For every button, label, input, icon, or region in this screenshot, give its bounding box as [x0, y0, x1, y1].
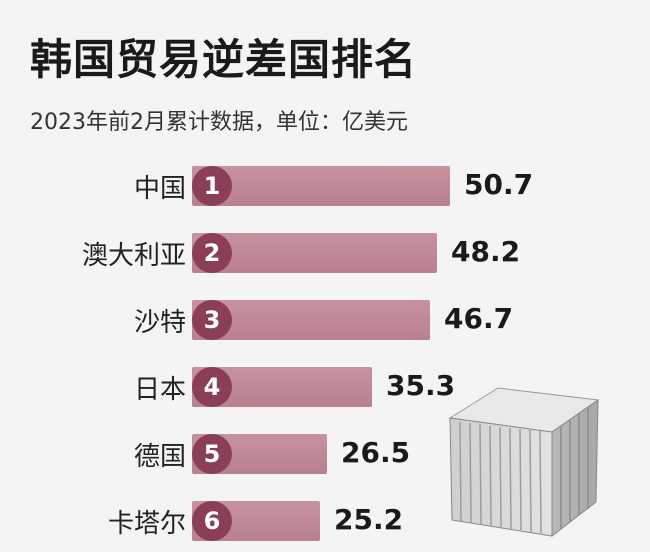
value-label: 46.7	[444, 302, 514, 335]
rank-badge: 4	[192, 367, 232, 407]
category-label: 日本	[133, 375, 186, 405]
rank-badge: 5	[192, 434, 232, 474]
rank-badge: 6	[192, 501, 232, 541]
value-label: 35.3	[386, 369, 456, 402]
value-label: 25.2	[334, 503, 404, 536]
chart-subtitle: 2023年前2月累计数据，单位：亿美元	[30, 110, 408, 135]
rank-badge: 2	[192, 233, 232, 273]
value-label: 26.5	[341, 436, 411, 469]
category-label: 德国	[133, 442, 186, 472]
shipping-container-icon	[448, 387, 600, 538]
bar	[192, 166, 450, 206]
category-label: 卡塔尔	[107, 509, 186, 539]
bar	[192, 233, 437, 273]
category-label: 中国	[133, 174, 186, 204]
chart-title: 韩国贸易逆差国排名	[30, 35, 418, 84]
value-label: 48.2	[451, 235, 521, 268]
rank-badge: 3	[192, 300, 232, 340]
category-label: 沙特	[133, 308, 186, 338]
rank-badge: 1	[192, 166, 232, 206]
value-label: 50.7	[464, 168, 534, 201]
category-label: 澳大利亚	[81, 241, 186, 271]
